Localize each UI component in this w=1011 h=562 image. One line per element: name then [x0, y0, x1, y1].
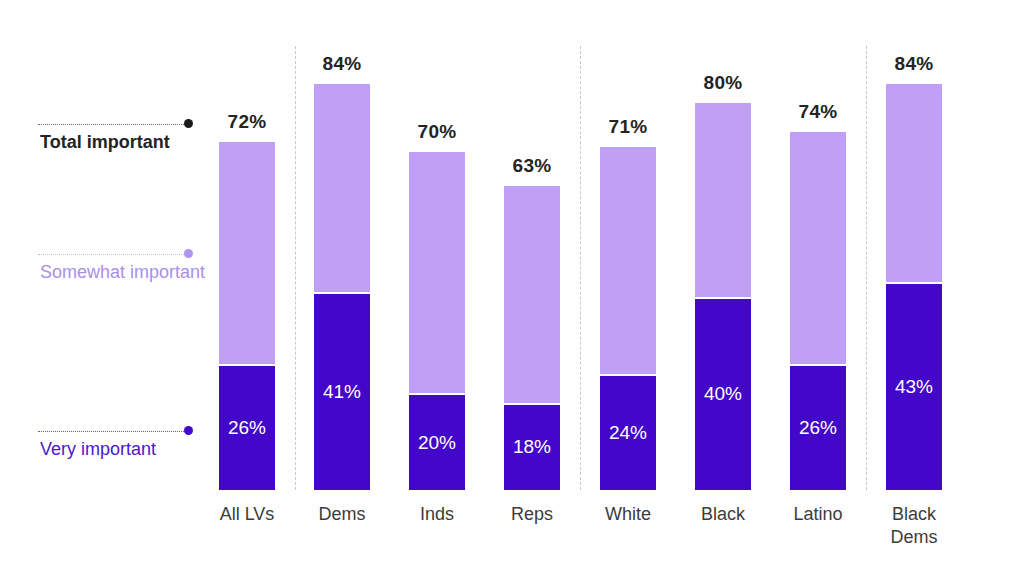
- group-separator-line: [866, 46, 867, 490]
- total-important-label: 72%: [207, 111, 287, 133]
- very-important-segment: 41%: [314, 292, 370, 490]
- legend-leader-line: [38, 124, 186, 125]
- legend-leader-line: [38, 431, 186, 432]
- somewhat-important-segment: [790, 132, 846, 364]
- somewhat-important-segment: [886, 84, 942, 282]
- very-important-value-label: 40%: [695, 383, 751, 405]
- somewhat-important-segment: [219, 142, 275, 364]
- total-important-label: 84%: [302, 53, 382, 75]
- group-separator-line: [295, 46, 296, 490]
- legend-leader-line: [38, 254, 186, 255]
- legend-dot-very: [184, 426, 193, 435]
- very-important-segment: 20%: [409, 393, 465, 490]
- somewhat-important-segment: [504, 186, 560, 403]
- very-important-value-label: 26%: [219, 417, 275, 439]
- very-important-segment: 24%: [600, 374, 656, 490]
- legend-label-very-important: Very important: [40, 439, 156, 460]
- category-label-reps: Reps: [492, 503, 572, 526]
- very-important-segment: 26%: [219, 364, 275, 490]
- category-label-black-dems: Black Dems: [874, 503, 954, 549]
- very-important-segment: 40%: [695, 297, 751, 490]
- very-important-value-label: 18%: [504, 436, 560, 458]
- stacked-bar-chart: Total important Somewhat important Very …: [0, 0, 1011, 562]
- very-important-value-label: 26%: [790, 417, 846, 439]
- category-label-all-lvs: All LVs: [207, 503, 287, 526]
- total-important-label: 63%: [492, 155, 572, 177]
- somewhat-important-segment: [314, 84, 370, 292]
- legend-label-somewhat-important: Somewhat important: [40, 262, 205, 283]
- group-separator-line: [580, 46, 581, 490]
- very-important-segment: 18%: [504, 403, 560, 490]
- legend-label-total-important: Total important: [40, 132, 170, 153]
- legend-dot-somewhat: [184, 249, 193, 258]
- category-label-inds: Inds: [397, 503, 477, 526]
- total-important-label: 84%: [874, 53, 954, 75]
- category-label-black: Black: [683, 503, 763, 526]
- somewhat-important-segment: [600, 147, 656, 374]
- very-important-value-label: 43%: [886, 376, 942, 398]
- very-important-segment: 43%: [886, 282, 942, 490]
- total-important-label: 74%: [778, 101, 858, 123]
- very-important-value-label: 20%: [409, 432, 465, 454]
- somewhat-important-segment: [409, 152, 465, 394]
- very-important-segment: 26%: [790, 364, 846, 490]
- category-label-latino: Latino: [778, 503, 858, 526]
- total-important-label: 70%: [397, 121, 477, 143]
- very-important-value-label: 24%: [600, 422, 656, 444]
- category-label-dems: Dems: [302, 503, 382, 526]
- legend-dot-total: [184, 119, 193, 128]
- category-label-white: White: [588, 503, 668, 526]
- very-important-value-label: 41%: [314, 381, 370, 403]
- somewhat-important-segment: [695, 103, 751, 296]
- total-important-label: 71%: [588, 116, 668, 138]
- total-important-label: 80%: [683, 72, 763, 94]
